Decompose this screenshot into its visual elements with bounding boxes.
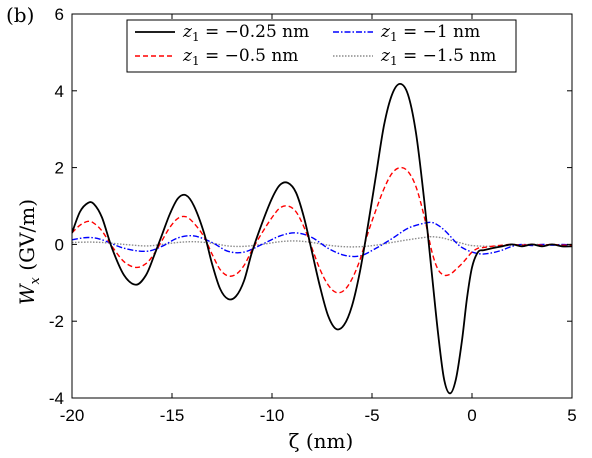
x-axis-title: ζ (nm) [289,429,354,453]
plot-frame [71,13,573,399]
plot-area [72,82,572,395]
y-tick-label: 4 [55,82,64,101]
x-tick-label: -15 [160,406,185,425]
series-line-1 [72,82,572,395]
series-line-3 [72,221,572,258]
x-tick-label: -20 [60,406,85,425]
x-tick-label: -5 [364,406,379,425]
panel-label: (b) [6,3,34,27]
y-axis-title-sub: x [28,276,43,284]
x-axis-label: ζ (nm) [289,429,354,453]
y-tick-label: 6 [55,5,64,24]
x-tick-label: -10 [260,406,285,425]
series-line-4 [72,236,572,248]
y-tick-label: 2 [55,159,64,178]
legend-entry-3: z1 = −1 nm [380,22,480,44]
x-tick-label: 5 [567,406,576,425]
legend-entry-4: z1 = −1.5 nm [380,46,496,68]
y-tick-label: -4 [49,389,64,408]
y-tick-label: 0 [55,235,64,254]
series-line-2 [72,166,572,294]
legend-entry-2: z1 = −0.5 nm [182,46,298,68]
legend-box [126,19,517,73]
y-axis-label: Wx (GV/m) [15,199,43,305]
legend-entry-1: z1 = −0.25 nm [182,22,309,44]
y-tick-label: -2 [49,312,64,331]
x-tick-label: 0 [467,406,476,425]
svg-text:Wx (GV/m): Wx (GV/m) [15,199,43,305]
y-axis-title-main: W [15,283,39,305]
y-axis-title-unit: (GV/m) [15,199,39,277]
